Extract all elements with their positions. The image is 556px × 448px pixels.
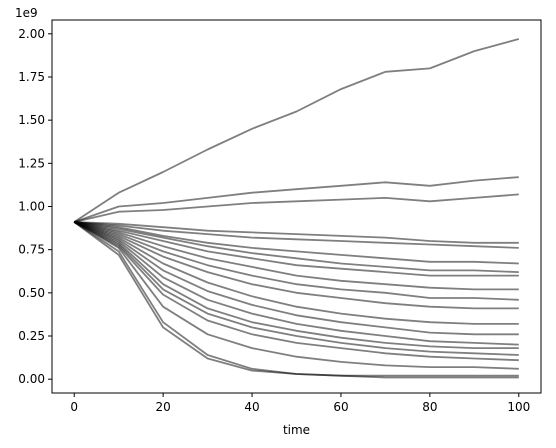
y-tick-label: 1.75 xyxy=(18,70,45,84)
series-lines xyxy=(73,38,520,379)
y-tick-label: 0.75 xyxy=(18,243,45,257)
series-line-12 xyxy=(73,221,519,325)
series-line-16 xyxy=(73,221,519,356)
x-tick-label: 20 xyxy=(155,400,170,414)
series-line-2 xyxy=(73,176,519,223)
series-line-20 xyxy=(73,221,519,379)
x-axis: 0 20 40 60 80 100 xyxy=(70,393,530,414)
series-line-5 xyxy=(74,221,519,249)
series-line-15 xyxy=(73,221,519,350)
y-tick-label: 1.50 xyxy=(18,113,45,127)
series-line-18 xyxy=(73,221,519,370)
x-tick-label: 80 xyxy=(422,400,437,414)
series-line-8 xyxy=(74,221,519,277)
y-tick-label: 2.00 xyxy=(18,27,45,41)
series-line-11 xyxy=(73,221,519,310)
x-tick-label: 60 xyxy=(333,400,348,414)
series-line-9 xyxy=(73,221,519,291)
y-tick-label: 1.25 xyxy=(18,156,45,170)
y-axis-multiplier: 1e9 xyxy=(15,6,38,20)
series-line-13 xyxy=(73,221,519,336)
series-line-4 xyxy=(74,221,519,244)
series-line-10 xyxy=(73,221,519,301)
series-line-17 xyxy=(73,221,519,362)
series-line-6 xyxy=(74,221,519,265)
y-tick-label: 1.00 xyxy=(18,200,45,214)
y-tick-label: 0.25 xyxy=(18,329,45,343)
y-tick-label: 0.00 xyxy=(18,372,45,386)
y-tick-label: 0.50 xyxy=(18,286,45,300)
series-line-14 xyxy=(73,221,519,346)
x-tick-label: 100 xyxy=(507,400,530,414)
x-axis-label: time xyxy=(283,423,310,437)
series-line-3 xyxy=(73,193,519,223)
series-line-7 xyxy=(74,221,519,273)
x-tick-label: 0 xyxy=(70,400,78,414)
x-tick-label: 40 xyxy=(244,400,259,414)
series-line-1 xyxy=(73,38,520,223)
y-axis: 0.00 0.25 0.50 0.75 1.00 1.25 1.50 1.75 2.00 xyxy=(18,27,52,386)
